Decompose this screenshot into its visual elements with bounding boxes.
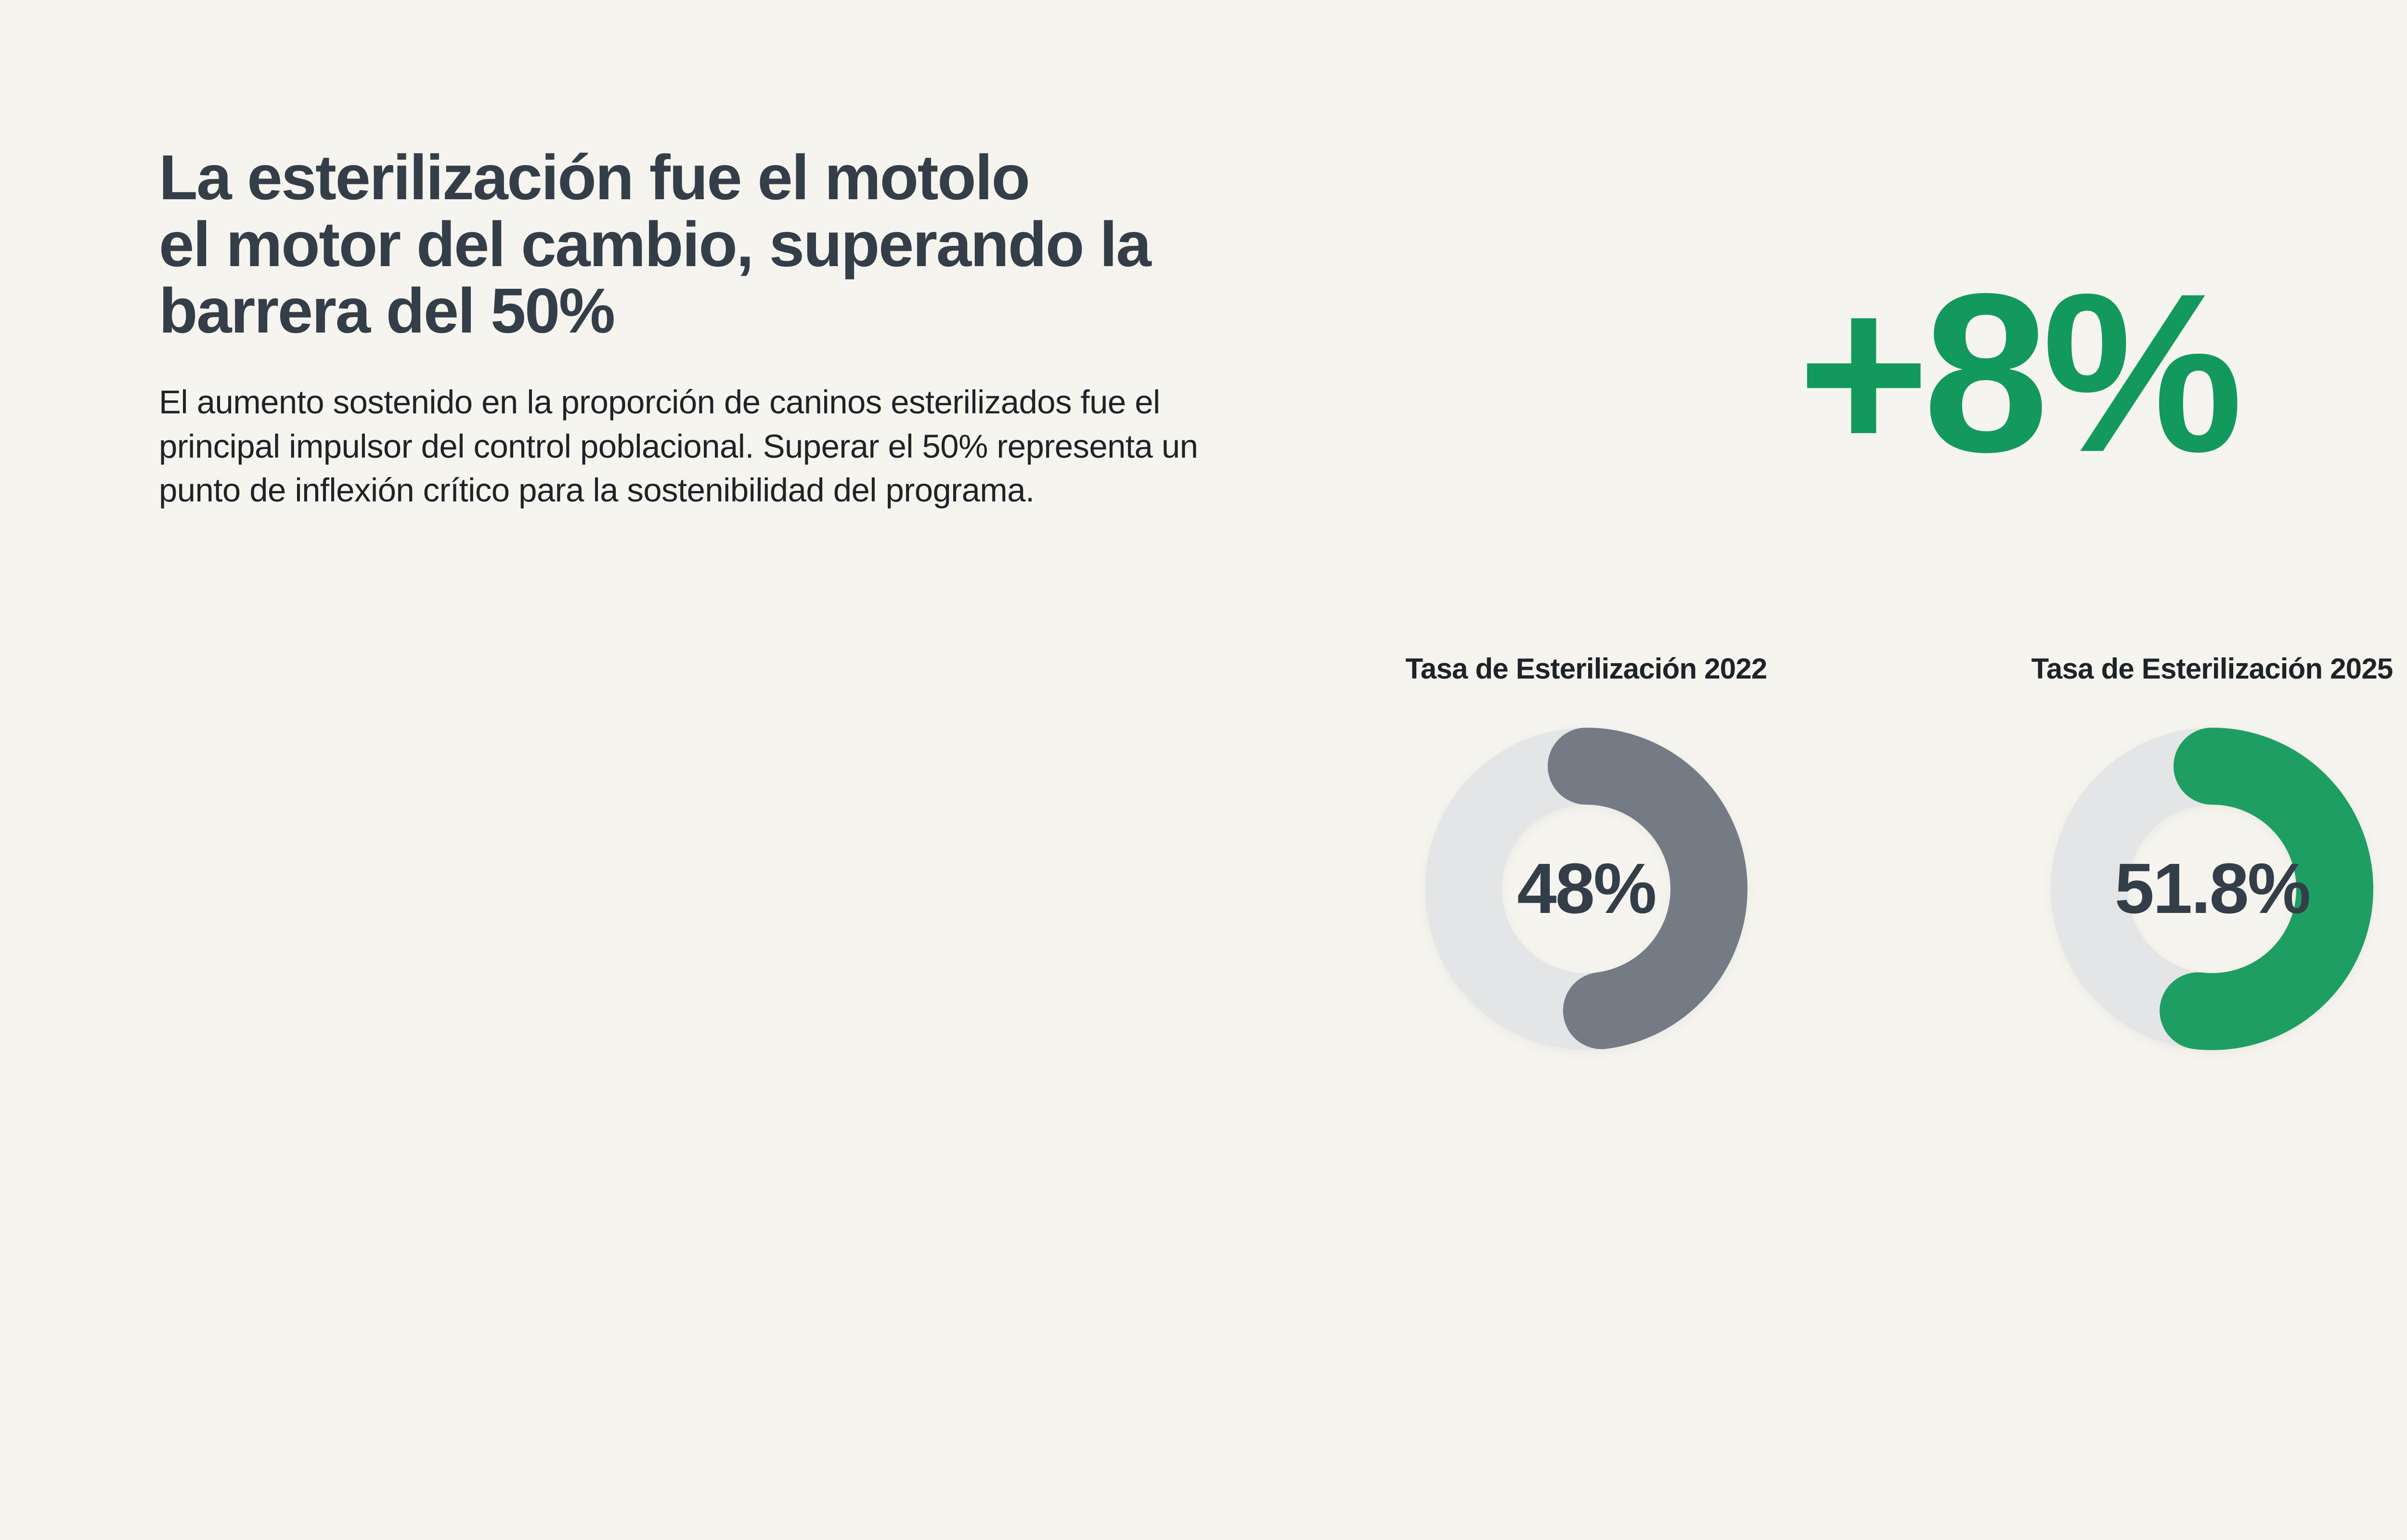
donut-value-2022: 48% xyxy=(1517,849,1656,928)
page-title: La esterilización fue el motolo el motor… xyxy=(159,142,1152,346)
donut-svg-2022 xyxy=(1425,728,1747,1050)
donut-chart-2025: 51.8% xyxy=(2051,728,2373,1050)
right-stats-column: +8% Tasa de Esterilización 2022 48% Tasa… xyxy=(1405,0,2407,1540)
gauge-label-2025: Tasa de Esterilización 2025 xyxy=(2031,653,2393,685)
donut-chart-2022: 48% xyxy=(1425,728,1747,1050)
donut-svg-2025 xyxy=(2051,728,2373,1050)
body-paragraph: El aumento sostenido en la proporción de… xyxy=(159,383,1198,509)
gauge-2022: Tasa de Esterilización 2022 48% xyxy=(1405,652,1767,1050)
donut-value-2025: 51.8% xyxy=(2114,849,2311,928)
donut-arc-2022 xyxy=(1425,728,1747,1050)
donut-arc-2025 xyxy=(2051,728,2373,1050)
gauge-label-2022: Tasa de Esterilización 2022 xyxy=(1405,653,1767,685)
left-content-column: La esterilización fue el motolo el motor… xyxy=(159,144,1353,513)
headline-stat-value: +8% xyxy=(1798,246,2243,499)
gauge-2025: Tasa de Esterilización 2025 51.8% xyxy=(2031,652,2393,1050)
gauge-group: Tasa de Esterilización 2022 48% Tasa de … xyxy=(1405,652,2407,1050)
